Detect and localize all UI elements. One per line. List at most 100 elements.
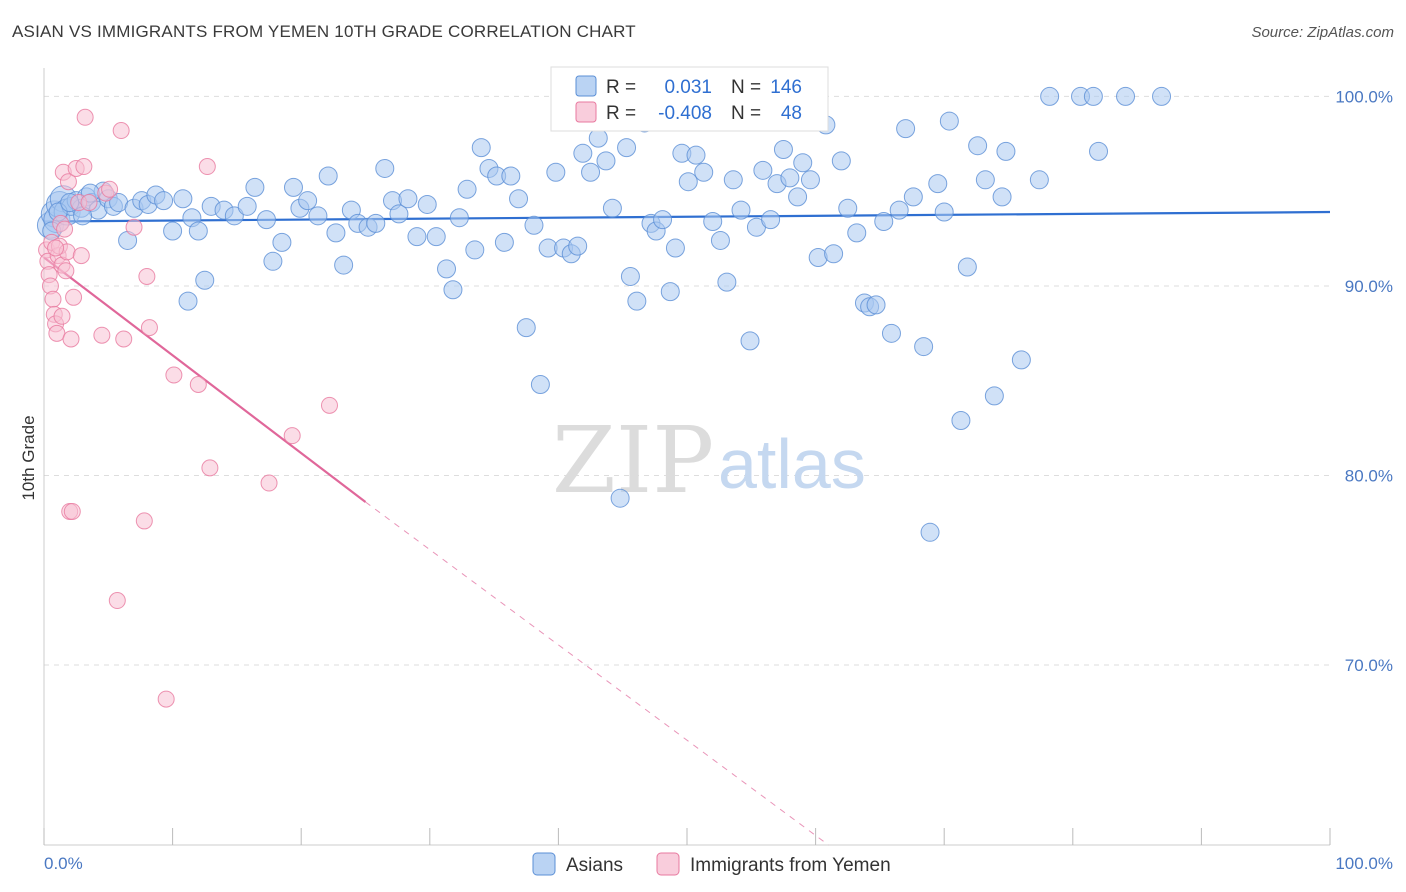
point-asian-127 [957,257,977,277]
point-asian-87 [665,238,685,258]
point-asian-135 [1040,86,1060,106]
point-yemen-45 [320,396,338,414]
point-yemen-17 [59,173,77,191]
y-tick-label-100: 100.0% [1335,87,1393,106]
point-asian-116 [874,212,894,232]
watermark-atlas: atlas [718,425,866,503]
y-tick-label-90: 90.0% [1345,277,1393,296]
point-asian-125 [939,111,959,131]
point-asian-76 [596,151,616,171]
bottom-legend: Asians Immigrants from Yemen [532,852,891,876]
point-asian-115 [866,295,886,315]
watermark-zip: ZIP [552,407,714,514]
point-asian-72 [568,236,588,256]
point-asian-86 [660,282,680,302]
legend-r-label-asian: R = [606,77,636,98]
point-asian-85 [653,210,673,230]
point-yemen-39 [165,366,183,384]
point-asian-109 [824,244,844,264]
point-yemen-24 [72,247,90,265]
point-asian-25 [188,221,208,241]
point-yemen-5 [44,290,62,308]
legend-r-value-asian: 0.031 [664,77,712,98]
point-asian-30 [224,206,244,226]
point-yemen-30 [101,180,119,198]
point-asian-140 [1089,141,1109,161]
point-yemen-27 [80,194,98,212]
point-yemen-33 [115,330,133,348]
legend-n-value-yemen: 48 [781,103,802,124]
point-yemen-38 [157,690,175,708]
point-asian-46 [366,213,386,233]
trend-lines [43,210,1331,846]
point-asian-105 [793,153,813,173]
point-yemen-15 [57,262,75,280]
point-asian-123 [928,174,948,194]
point-asian-111 [838,198,858,218]
bottom-legend-swatch-yemen [656,852,680,876]
point-asian-40 [318,166,338,186]
point-yemen-31 [108,592,126,610]
point-yemen-42 [198,158,216,176]
point-asian-97 [740,331,760,351]
bottom-legend-label-yemen: Immigrants from Yemen [690,855,891,876]
point-yemen-8 [48,324,66,342]
point-asian-92 [703,212,723,232]
point-yemen-37 [140,319,158,337]
point-asian-95 [723,170,743,190]
point-asian-96 [731,200,751,220]
point-yemen-14 [56,220,74,238]
point-yemen-25 [75,158,93,176]
point-asian-134 [1029,170,1049,190]
point-asian-122 [920,522,940,542]
point-yemen-47 [53,307,71,325]
legend-n-value-asian: 146 [770,77,802,98]
point-yemen-40 [189,375,207,393]
point-yemen-44 [283,427,301,445]
axes [43,68,1331,846]
point-yemen-41 [201,459,219,477]
point-asian-130 [984,386,1004,406]
point-asian-79 [617,138,637,158]
point-asian-36 [283,177,303,197]
point-asian-93 [710,230,730,250]
point-asian-31 [237,196,257,216]
point-asian-39 [308,206,328,226]
point-asian-126 [951,410,971,430]
point-asian-132 [996,141,1016,161]
point-asian-67 [530,374,550,394]
point-asian-27 [178,291,198,311]
point-yemen-19 [62,330,80,348]
x-tick-label-min: 0.0% [44,854,83,873]
point-asian-129 [975,170,995,190]
point-asian-102 [773,139,793,159]
point-asian-53 [426,227,446,247]
point-yemen-43 [260,474,278,492]
point-asian-55 [443,280,463,300]
bottom-legend-swatch-asian [532,852,556,876]
chart-title: ASIAN VS IMMIGRANTS FROM YEMEN 10TH GRAD… [12,22,636,41]
point-asian-78 [610,488,630,508]
legend-n-label-yemen: N = [731,103,761,124]
point-asian-21 [154,191,174,211]
point-asian-26 [195,270,215,290]
point-asian-94 [717,272,737,292]
point-asian-35 [272,232,292,252]
y-axis-label: 10th Grade [19,415,38,500]
point-asian-42 [334,255,354,275]
point-yemen-26 [76,108,94,126]
point-asian-120 [903,187,923,207]
point-yemen-32 [112,122,130,140]
legend-r-value-yemen: -0.408 [658,103,712,124]
point-asian-64 [509,189,529,209]
point-asian-52 [417,194,437,214]
point-asian-58 [465,240,485,260]
point-asian-63 [501,166,521,186]
y-tick-label-70: 70.0% [1345,656,1393,675]
point-asian-81 [627,291,647,311]
point-asian-124 [934,202,954,222]
point-asian-99 [753,160,773,180]
x-tick-label-max: 100.0% [1335,854,1393,873]
point-asian-121 [914,337,934,357]
